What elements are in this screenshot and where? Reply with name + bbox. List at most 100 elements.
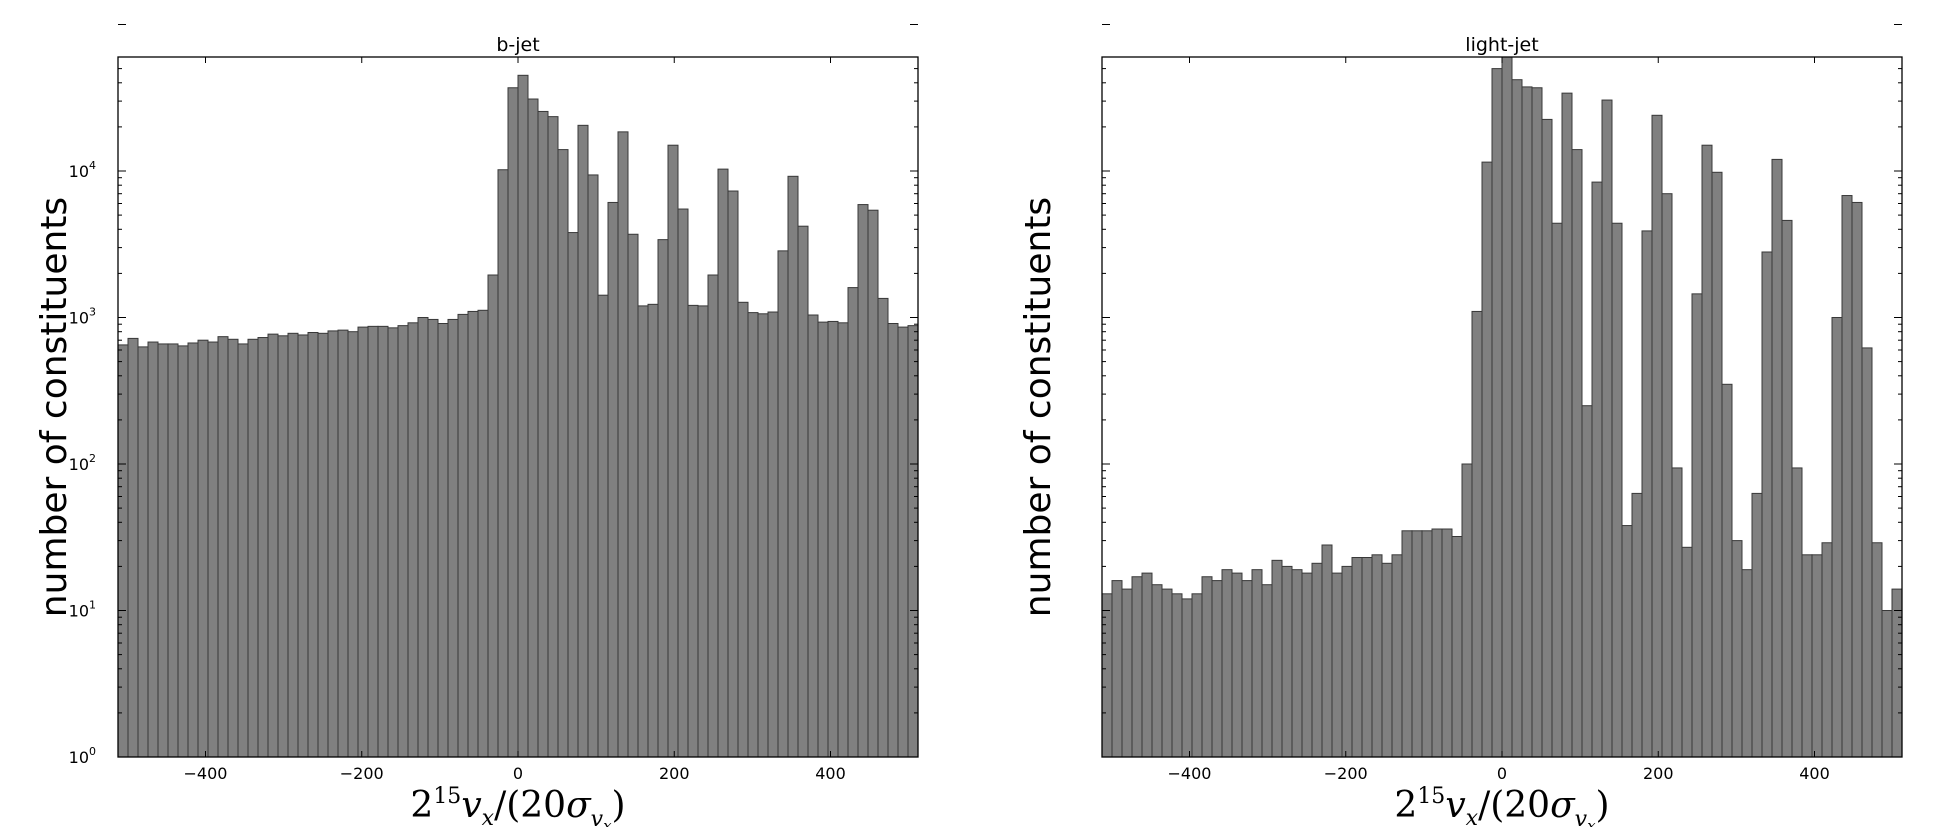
- histogram-bar: [247, 338, 259, 758]
- histogram-bar: [517, 74, 529, 758]
- histogram-bar: [347, 331, 359, 758]
- histogram-bar: [1261, 584, 1273, 758]
- histogram-bar: [177, 345, 189, 758]
- histogram-bar: [1191, 593, 1203, 758]
- x-tick-label: 200: [1643, 764, 1674, 783]
- histogram-bar: [1761, 251, 1773, 758]
- histogram-bar: [1401, 530, 1413, 758]
- histogram-bar: [867, 209, 879, 758]
- x-tick-label: −400: [1168, 764, 1212, 783]
- histogram-bar: [437, 322, 449, 758]
- histogram-bar: [197, 339, 209, 758]
- histogram-bar: [1351, 557, 1363, 758]
- histogram-bar: [1141, 572, 1153, 758]
- histogram-bar: [1601, 99, 1613, 758]
- histogram-bar: [167, 343, 179, 758]
- histogram-bar: [1711, 171, 1723, 758]
- histogram-bar: [1281, 565, 1293, 758]
- histogram-bar: [467, 310, 479, 758]
- histogram-bar: [417, 316, 429, 758]
- y-axis-label: number of constituents: [1018, 197, 1059, 617]
- histogram-bar: [1511, 79, 1523, 758]
- histogram-bar: [207, 341, 219, 758]
- histogram-bar: [1151, 584, 1163, 758]
- histogram-bar: [847, 287, 859, 758]
- histogram-bar: [1651, 114, 1663, 758]
- histogram-bar: [1571, 149, 1583, 758]
- histogram-bar: [1211, 580, 1223, 758]
- histogram-bar: [717, 168, 729, 758]
- histogram-bar: [1241, 580, 1253, 758]
- histogram-bar: [1501, 56, 1513, 758]
- histogram-bar: [1251, 569, 1263, 758]
- chart-title: b-jet: [496, 34, 539, 56]
- histogram-bar: [357, 326, 369, 758]
- histogram-bar: [1771, 158, 1783, 758]
- histogram-bar: [1871, 542, 1883, 758]
- histogram-bar: [1701, 144, 1713, 758]
- x-tick-label: −400: [184, 764, 228, 783]
- histogram-bar: [1661, 193, 1673, 758]
- histogram-bar: [147, 341, 159, 758]
- histogram-bar: [1621, 525, 1633, 758]
- y-axis-label: number of constituents: [34, 197, 75, 617]
- histogram-bar: [487, 274, 499, 758]
- histogram-bar: [587, 174, 599, 758]
- histogram-bar: [637, 305, 649, 758]
- histogram-bar: [1611, 222, 1623, 758]
- histogram-bar: [1271, 559, 1283, 758]
- bars: [1101, 56, 1903, 758]
- histogram-bar: [907, 325, 919, 758]
- histogram-bar: [897, 326, 909, 758]
- b-jet-panel: −400 −200 0 200 400100101102103104b-jetnumbe…: [34, 23, 919, 827]
- x-tick-label: −200: [1324, 764, 1368, 783]
- histogram-bar: [117, 344, 129, 758]
- histogram-bar: [497, 169, 509, 758]
- histogram-bar: [1641, 230, 1653, 758]
- bars: [117, 74, 919, 758]
- histogram-bar: [1671, 467, 1683, 758]
- histogram-bar: [267, 333, 279, 758]
- histogram-bar: [707, 274, 719, 758]
- histogram-bar: [1301, 572, 1313, 758]
- x-tick-label: 400: [815, 764, 846, 783]
- histogram-bar: [1411, 530, 1423, 758]
- histogram-bar: [187, 342, 199, 758]
- histogram-bar: [677, 208, 689, 758]
- histogram-bar: [427, 318, 439, 758]
- histogram-bar: [217, 336, 229, 758]
- histogram-bar: [1831, 316, 1843, 758]
- histogram-bar: [1181, 598, 1193, 758]
- histogram-bar: [827, 320, 839, 758]
- histogram-bar: [1441, 528, 1453, 758]
- histogram-bar: [1361, 557, 1373, 758]
- histogram-bar: [557, 149, 569, 758]
- histogram-bar: [1121, 588, 1133, 758]
- histogram-bar: [1481, 161, 1493, 758]
- histogram-bar: [507, 87, 519, 758]
- histogram-bar: [127, 337, 139, 758]
- histogram-bar: [1201, 576, 1213, 758]
- histogram-bar: [1741, 569, 1753, 758]
- histogram-bar: [837, 322, 849, 758]
- histogram-bar: [1881, 609, 1893, 758]
- histogram-bar: [817, 321, 829, 758]
- histogram-bar: [257, 337, 269, 758]
- histogram-bar: [807, 314, 819, 758]
- histogram-bar: [1591, 181, 1603, 758]
- histogram-bar: [577, 124, 589, 758]
- histogram-bar: [647, 303, 659, 758]
- histogram-bar: [887, 322, 899, 758]
- x-tick-label: 200: [659, 764, 690, 783]
- y-tick-label: 100: [69, 745, 96, 767]
- histogram-bar: [1101, 593, 1113, 758]
- x-axis-label: 215vx/(20σvx): [1394, 784, 1609, 827]
- histogram-bar: [377, 325, 389, 758]
- histogram-bar: [1861, 347, 1873, 758]
- histogram-bar: [1891, 588, 1903, 758]
- histogram-bar: [1791, 467, 1803, 758]
- histogram-bar: [1291, 569, 1303, 758]
- histogram-bar: [1581, 405, 1593, 758]
- histogram-bar: [1321, 544, 1333, 758]
